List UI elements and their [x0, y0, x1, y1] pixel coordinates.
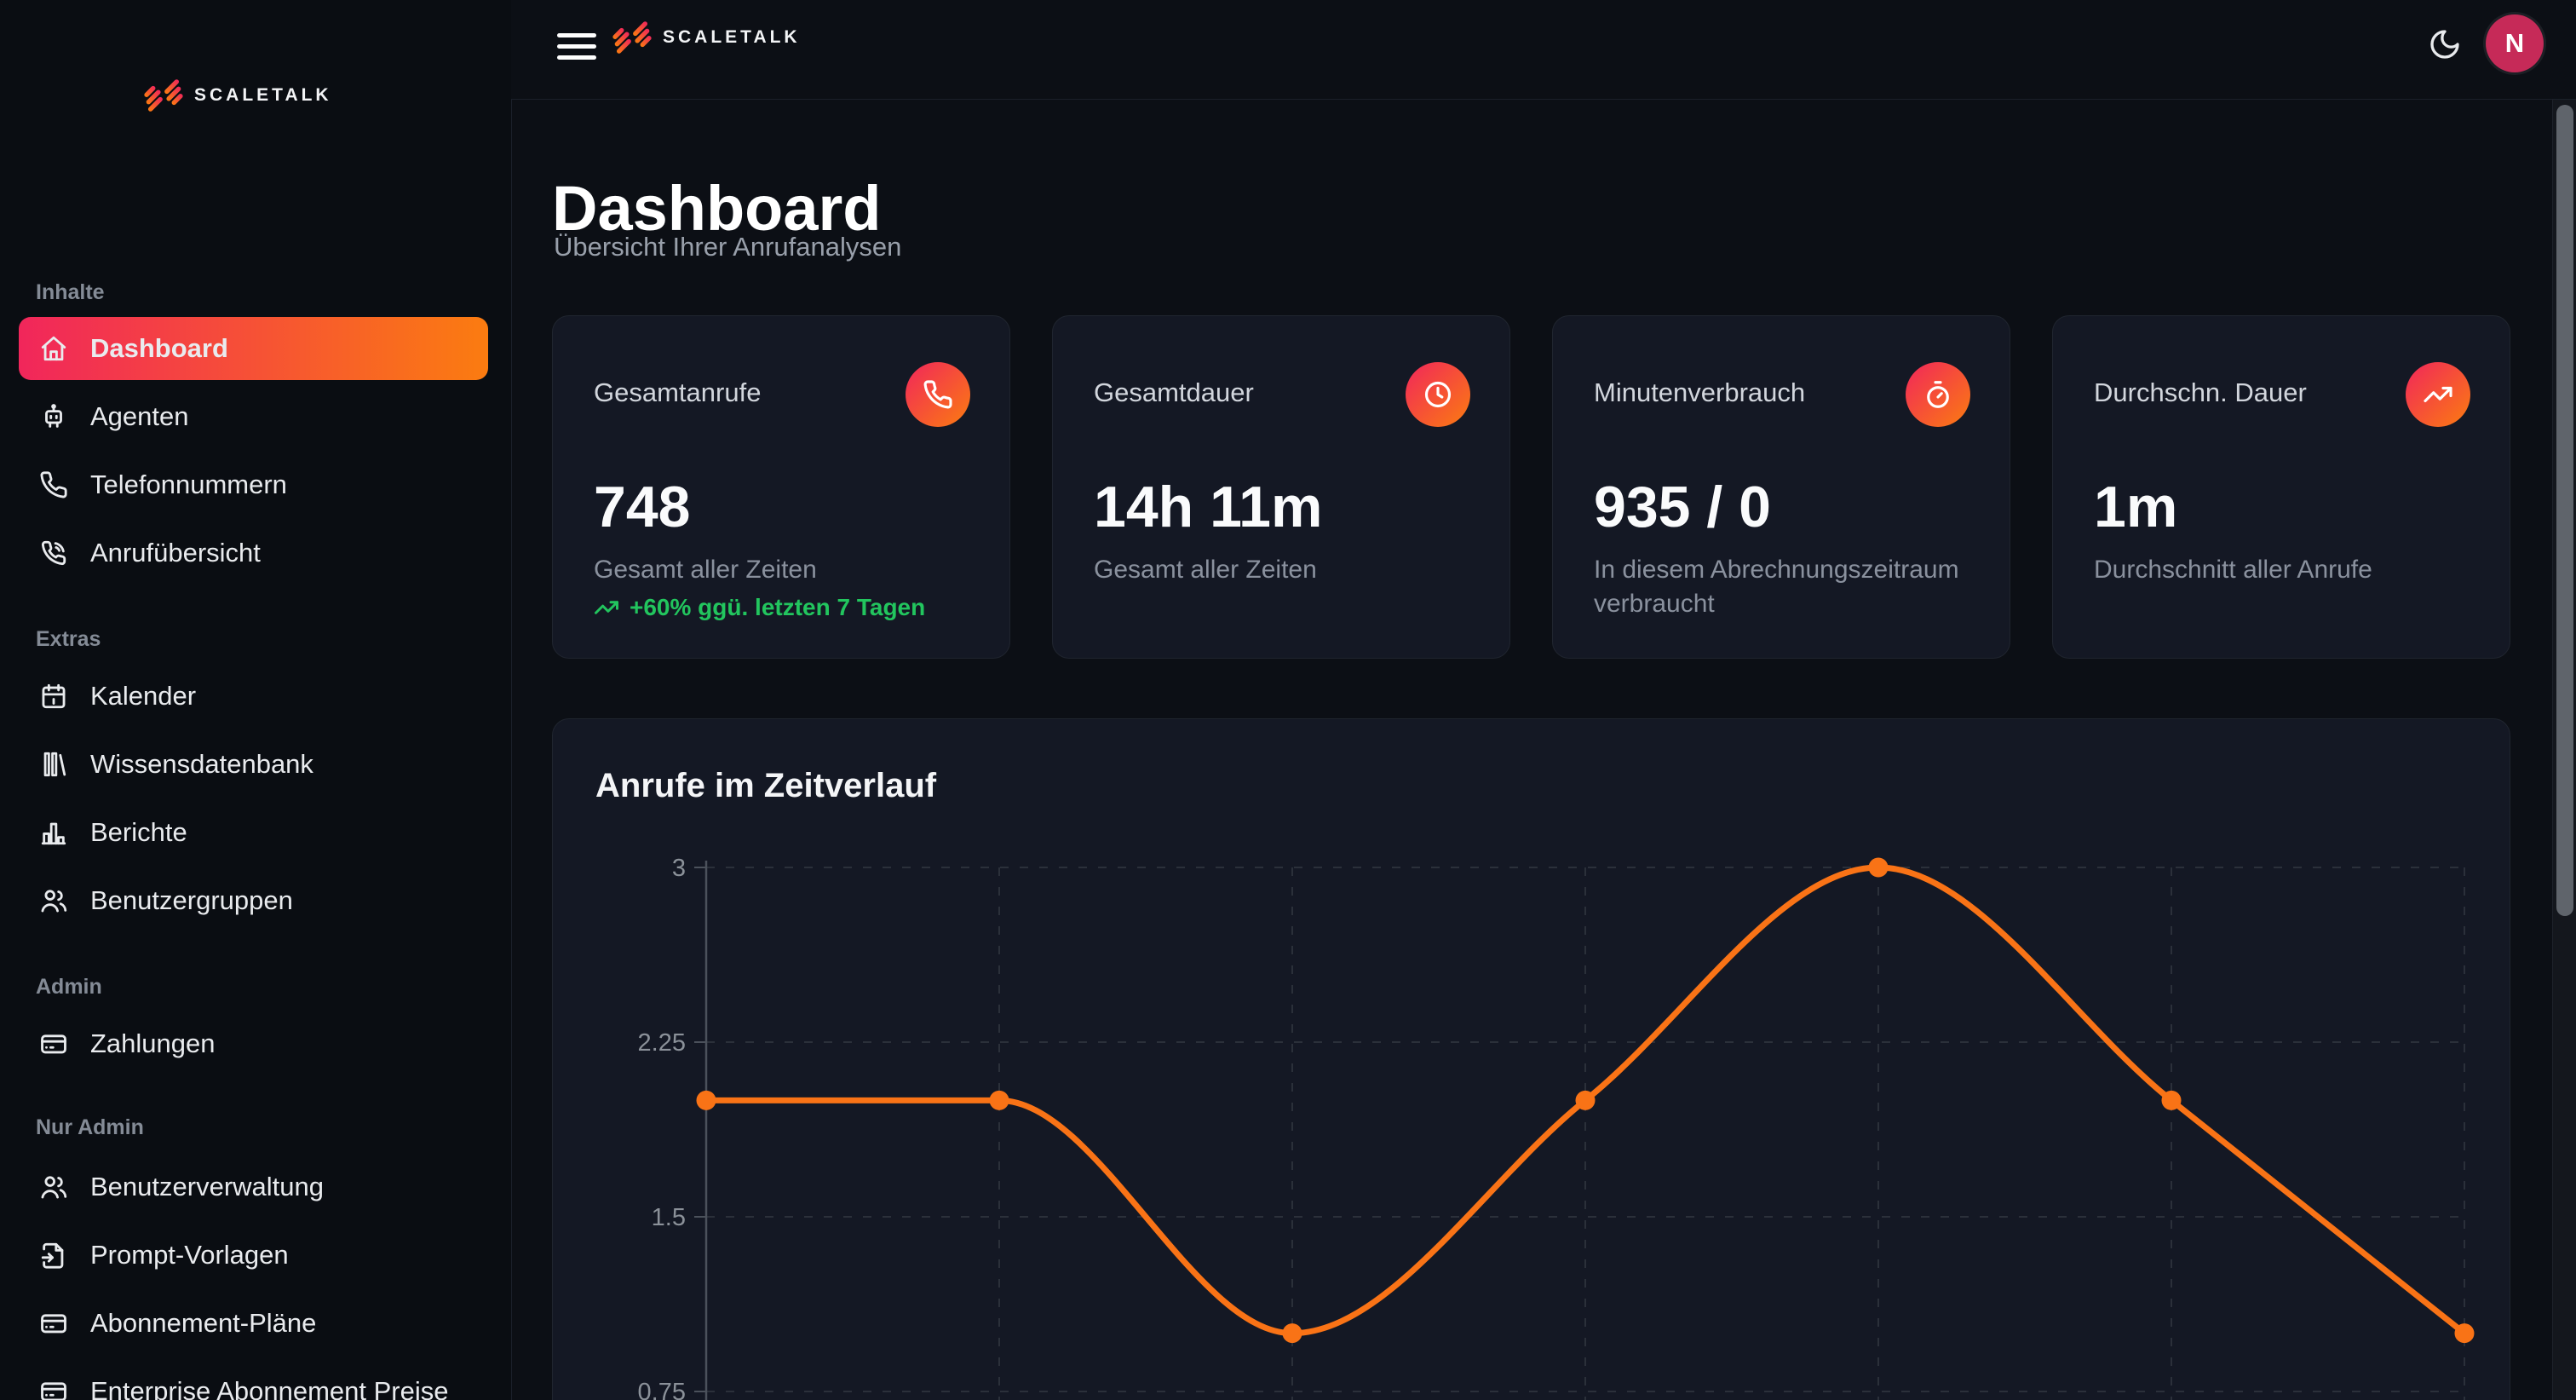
users-icon	[39, 886, 68, 915]
stat-card-minutenverbrauch: Minutenverbrauch 935 / 0 In diesem Abrec…	[1552, 315, 2010, 659]
brand-logo-icon	[612, 21, 652, 54]
avatar-initial: N	[2504, 28, 2525, 58]
stat-card-gesamtanrufe: Gesamtanrufe 748 Gesamt aller Zeiten +60…	[552, 315, 1010, 659]
sidebar-item-label: Enterprise Abonnement Preise	[90, 1376, 449, 1400]
sidebar-item-label: Berichte	[90, 817, 187, 847]
sidebar-section-extras: Extras	[36, 627, 101, 651]
stat-label: Gesamtanrufe	[594, 377, 762, 407]
sidebar-item-anrufuebersicht[interactable]: Anrufübersicht	[19, 521, 488, 585]
sidebar-item-label: Prompt-Vorlagen	[90, 1240, 289, 1270]
sidebar-item-label: Anrufübersicht	[90, 538, 261, 567]
sidebar-item-zahlungen[interactable]: Zahlungen	[19, 1012, 488, 1075]
sidebar-item-label: Abonnement-Pläne	[90, 1308, 317, 1338]
sidebar-section-admin: Admin	[36, 975, 102, 999]
header-logo: SCALETALK	[610, 15, 801, 60]
sidebar-item-label: Benutzerverwaltung	[90, 1172, 324, 1201]
sidebar-item-benutzerverwaltung[interactable]: Benutzerverwaltung	[19, 1155, 488, 1219]
chart-title: Anrufe im Zeitverlauf	[595, 767, 937, 804]
stat-label: Minutenverbrauch	[1594, 377, 1806, 407]
scrollbar-thumb[interactable]	[2556, 105, 2573, 916]
sidebar-item-wissensdatenbank[interactable]: Wissensdatenbank	[19, 733, 488, 796]
stat-card-durchschn-dauer: Durchschn. Dauer 1m Durchschnitt aller A…	[2052, 315, 2510, 659]
moon-icon	[2430, 30, 2459, 59]
credit-card-icon	[39, 1029, 68, 1058]
dark-mode-toggle[interactable]	[2428, 27, 2462, 61]
sidebar-item-enterprise-abonnement-preise[interactable]: Enterprise Abonnement Preise	[19, 1360, 488, 1400]
sidebar-item-label: Agenten	[90, 401, 189, 431]
credit-card-icon	[39, 1309, 68, 1338]
stat-label: Durchschn. Dauer	[2094, 377, 2307, 407]
sidebar-item-agenten[interactable]: Agenten	[19, 385, 488, 448]
stat-note: Durchschnitt aller Anrufe	[2094, 556, 2372, 584]
users-icon	[39, 1172, 68, 1201]
file-input-icon	[39, 1241, 68, 1270]
phone-call-icon	[39, 539, 68, 567]
sidebar-item-abonnement-plaene[interactable]: Abonnement-Pläne	[19, 1292, 488, 1355]
page-subtitle: Übersicht Ihrer Anrufanalysen	[554, 232, 902, 262]
user-avatar[interactable]: N	[2486, 14, 2544, 72]
stat-note: In diesem Abrechnungszeitraum verbraucht	[1594, 556, 1959, 618]
sidebar-item-prompt-vorlagen[interactable]: Prompt-Vorlagen	[19, 1224, 488, 1287]
sidebar-item-label: Telefonnummern	[90, 470, 287, 499]
chart-card: Anrufe im Zeitverlauf 3 2.25 1.5 0.75	[552, 718, 2510, 1400]
clock-icon	[1406, 362, 1470, 427]
sidebar-section-inhalte: Inhalte	[36, 280, 105, 304]
stat-value: 14h 11m	[1094, 475, 1323, 539]
calendar-icon	[39, 682, 68, 711]
svg-text:0.75: 0.75	[638, 1379, 686, 1400]
bar-chart-icon	[39, 818, 68, 847]
sidebar-item-benutzergruppen[interactable]: Benutzergruppen	[19, 869, 488, 932]
page-title: Dashboard	[552, 172, 882, 244]
stat-card-gesamtdauer: Gesamtdauer 14h 11m Gesamt aller Zeiten	[1052, 315, 1510, 659]
stat-note: Gesamt aller Zeiten	[1094, 556, 1317, 584]
stat-label: Gesamtdauer	[1094, 377, 1254, 407]
stat-value: 935 / 0	[1594, 475, 1771, 539]
svg-text:1.5: 1.5	[652, 1204, 686, 1231]
sidebar-item-label: Zahlungen	[90, 1028, 216, 1058]
trending-up-icon	[595, 601, 618, 614]
menu-toggle-button[interactable]	[557, 33, 596, 60]
stat-value: 1m	[2094, 475, 2178, 539]
library-icon	[39, 750, 68, 779]
phone-icon	[906, 362, 970, 427]
sidebar-item-telefonnummern[interactable]: Telefonnummern	[19, 453, 488, 516]
sidebar-item-label: Wissensdatenbank	[90, 749, 313, 779]
scrollbar-track[interactable]	[2552, 100, 2576, 1400]
line-chart-anrufe-im-zeitverlauf: 3 2.25 1.5 0.75	[638, 855, 2475, 1400]
sidebar-section-nur-admin: Nur Admin	[36, 1115, 144, 1139]
brand-name: SCALETALK	[663, 27, 801, 47]
sidebar-item-berichte[interactable]: Berichte	[19, 801, 488, 864]
home-icon	[39, 334, 68, 363]
stat-value: 748	[594, 475, 691, 539]
top-header: SCALETALK N	[511, 0, 2576, 100]
sidebar-item-kalender[interactable]: Kalender	[19, 665, 488, 728]
sidebar-item-label: Dashboard	[90, 333, 228, 363]
brand-name: SCALETALK	[194, 85, 332, 105]
credit-card-icon	[39, 1377, 68, 1400]
sidebar-item-label: Benutzergruppen	[90, 885, 293, 915]
brand-logo-icon	[144, 79, 183, 112]
sidebar: SCALETALK Inhalte Dashboard Agenten Tele…	[0, 0, 512, 1400]
phone-icon	[39, 470, 68, 499]
svg-text:2.25: 2.25	[638, 1029, 686, 1057]
svg-text:3: 3	[672, 855, 686, 882]
stat-note: Gesamt aller Zeiten	[594, 556, 817, 584]
sidebar-item-dashboard[interactable]: Dashboard	[19, 317, 488, 380]
sidebar-logo: SCALETALK	[141, 73, 332, 118]
stat-trend: +60% ggü. letzten 7 Tagen	[594, 594, 925, 621]
bot-icon	[39, 402, 68, 431]
sidebar-item-label: Kalender	[90, 681, 197, 711]
trending-up-icon	[2406, 362, 2470, 427]
timer-icon	[1906, 362, 1970, 427]
